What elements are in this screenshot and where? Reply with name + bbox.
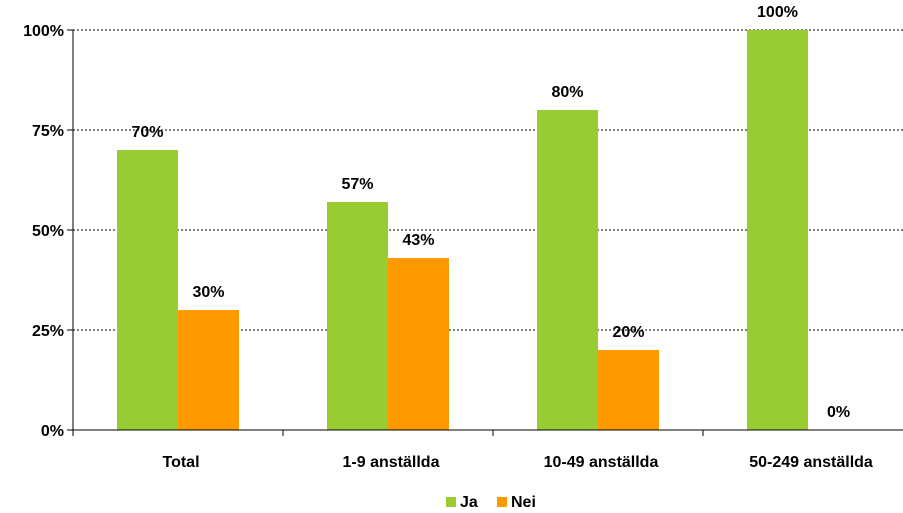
y-tick-label: 50% [32,223,64,240]
data-label-ja-3: 100% [757,4,798,21]
data-label-ja-1: 57% [341,176,373,193]
legend-label-ja: Ja [460,494,478,511]
data-labels: 70% 57% 80% 100% 30% 43% 20% 0% [131,4,850,421]
legend-label-nei: Nei [511,494,536,511]
data-label-nei-2: 20% [612,324,644,341]
y-tick-label: 0% [41,423,64,440]
data-label-ja-2: 80% [551,84,583,101]
legend: Ja Nei [446,494,536,511]
y-tick-label: 25% [32,323,64,340]
x-tick-label: 1-9 anställda [343,454,440,471]
bar-ja-0 [117,150,178,430]
bar-ja-1 [327,202,388,430]
x-tick-label: Total [162,454,199,471]
legend-swatch-nei [497,497,507,507]
y-tick-label: 100% [23,23,64,40]
axes: 0% 25% 50% 75% 100% Total 1-9 anställda 10-49 a… [23,23,903,471]
bar-ja-2 [537,110,598,430]
y-tick-label: 75% [32,123,64,140]
bar-nei-2 [598,350,659,430]
x-tick-label: 10-49 anställda [544,454,659,471]
data-label-nei-3: 0% [827,404,850,421]
data-label-nei-0: 30% [192,284,224,301]
legend-swatch-ja [446,497,456,507]
bar-nei-0 [178,310,239,430]
x-tick-label: 50-249 anställda [749,454,873,471]
data-label-nei-1: 43% [402,232,434,249]
bars [117,30,808,430]
bar-nei-1 [388,258,449,430]
data-label-ja-0: 70% [131,124,163,141]
bar-ja-3 [747,30,808,430]
